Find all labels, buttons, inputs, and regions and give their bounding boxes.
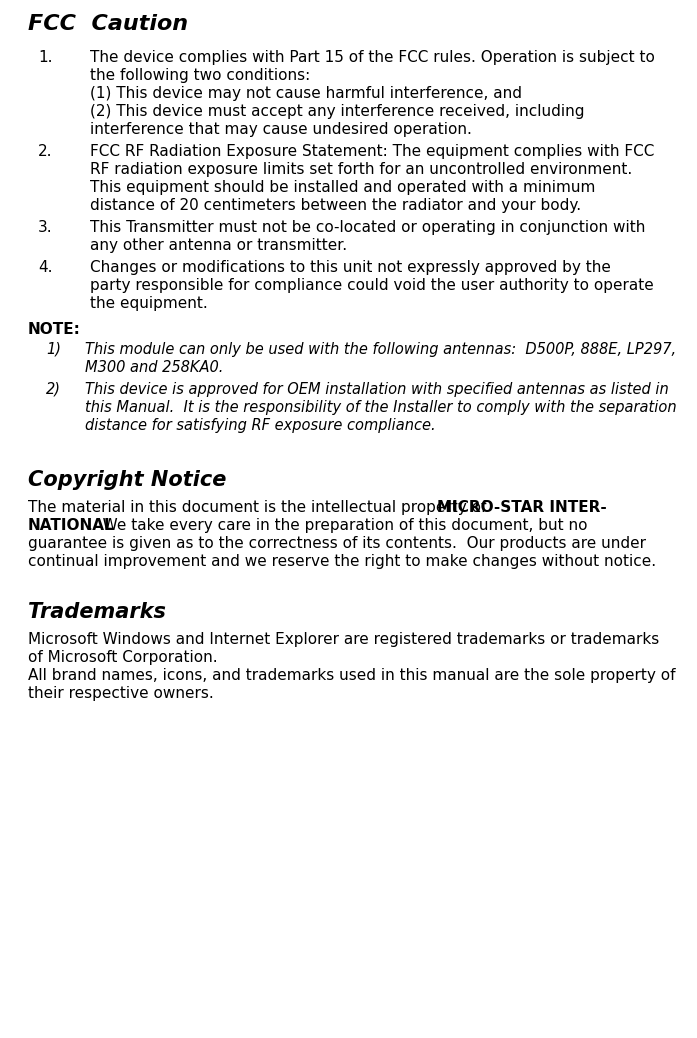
Text: (2) This device must accept any interference received, including: (2) This device must accept any interfer… xyxy=(90,104,585,119)
Text: Trademarks: Trademarks xyxy=(28,602,166,622)
Text: 2): 2) xyxy=(46,382,61,397)
Text: This device is approved for OEM installation with specified antennas as listed i: This device is approved for OEM installa… xyxy=(85,382,668,397)
Text: This module can only be used with the following antennas:  D500P, 888E, LP297,: This module can only be used with the fo… xyxy=(85,342,676,357)
Text: MICRO-STAR INTER-: MICRO-STAR INTER- xyxy=(437,500,607,515)
Text: their respective owners.: their respective owners. xyxy=(28,686,214,701)
Text: Changes or modifications to this unit not expressly approved by the: Changes or modifications to this unit no… xyxy=(90,260,611,275)
Text: FCC RF Radiation Exposure Statement: The equipment complies with FCC: FCC RF Radiation Exposure Statement: The… xyxy=(90,144,654,159)
Text: of Microsoft Corporation.: of Microsoft Corporation. xyxy=(28,650,217,665)
Text: The material in this document is the intellectual property of: The material in this document is the int… xyxy=(28,500,491,515)
Text: party responsible for compliance could void the user authority to operate: party responsible for compliance could v… xyxy=(90,278,654,293)
Text: the equipment.: the equipment. xyxy=(90,296,208,311)
Text: 1): 1) xyxy=(46,342,61,357)
Text: NOTE:: NOTE: xyxy=(28,322,81,337)
Text: This equipment should be installed and operated with a minimum: This equipment should be installed and o… xyxy=(90,180,595,195)
Text: FCC  Caution: FCC Caution xyxy=(28,13,188,34)
Text: The device complies with Part 15 of the FCC rules. Operation is subject to: The device complies with Part 15 of the … xyxy=(90,50,655,65)
Text: interference that may cause undesired operation.: interference that may cause undesired op… xyxy=(90,122,472,137)
Text: 4.: 4. xyxy=(38,260,52,275)
Text: Microsoft Windows and Internet Explorer are registered trademarks or trademarks: Microsoft Windows and Internet Explorer … xyxy=(28,632,659,647)
Text: 3.: 3. xyxy=(38,220,53,235)
Text: (1) This device may not cause harmful interference, and: (1) This device may not cause harmful in… xyxy=(90,86,522,101)
Text: M300 and 258KA0.: M300 and 258KA0. xyxy=(85,360,223,375)
Text: Copyright Notice: Copyright Notice xyxy=(28,470,227,490)
Text: distance of 20 centimeters between the radiator and your body.: distance of 20 centimeters between the r… xyxy=(90,198,581,213)
Text: RF radiation exposure limits set forth for an uncontrolled environment.: RF radiation exposure limits set forth f… xyxy=(90,162,632,177)
Text: This Transmitter must not be co-located or operating in conjunction with: This Transmitter must not be co-located … xyxy=(90,220,645,235)
Text: the following two conditions:: the following two conditions: xyxy=(90,69,310,83)
Text: any other antenna or transmitter.: any other antenna or transmitter. xyxy=(90,238,347,253)
Text: distance for satisfying RF exposure compliance.: distance for satisfying RF exposure comp… xyxy=(85,418,436,433)
Text: NATIONAL: NATIONAL xyxy=(28,518,114,532)
Text: continual improvement and we reserve the right to make changes without notice.: continual improvement and we reserve the… xyxy=(28,554,656,569)
Text: guarantee is given as to the correctness of its contents.  Our products are unde: guarantee is given as to the correctness… xyxy=(28,536,646,551)
Text: 2.: 2. xyxy=(38,144,52,159)
Text: .  We take every care in the preparation of this document, but no: . We take every care in the preparation … xyxy=(88,518,588,532)
Text: All brand names, icons, and trademarks used in this manual are the sole property: All brand names, icons, and trademarks u… xyxy=(28,668,675,683)
Text: this Manual.  It is the responsibility of the Installer to comply with the separ: this Manual. It is the responsibility of… xyxy=(85,400,677,415)
Text: 1.: 1. xyxy=(38,50,52,65)
